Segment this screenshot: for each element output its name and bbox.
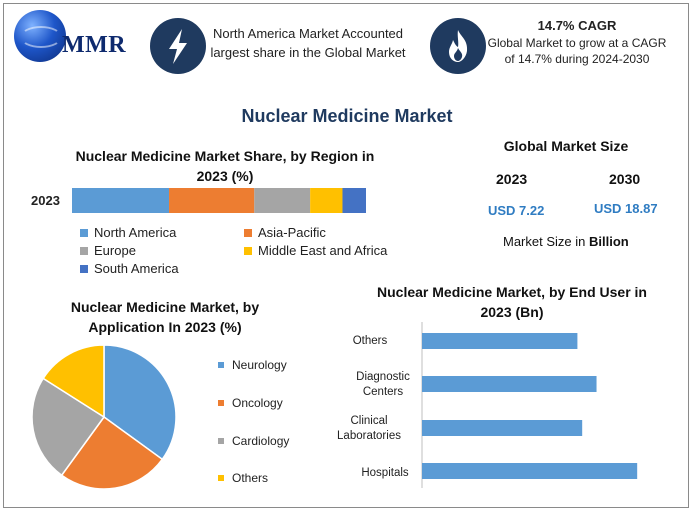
market-value-2023: USD 7.22	[488, 203, 545, 218]
category-label-hospitals: Hospitals	[361, 467, 409, 479]
infographic-frame	[3, 3, 689, 508]
legend-swatch	[244, 246, 252, 255]
category-label-diagnostic-centers: Diagnostic Centers	[356, 371, 410, 398]
legend-label: Cardiology	[232, 434, 290, 448]
category-label-clinical-laboratories: Clinical Laboratories	[337, 415, 401, 442]
region-chart-title: Nuclear Medicine Market Share, by Region…	[75, 148, 375, 184]
market-year-2030: 2030	[609, 171, 641, 187]
flame-icon	[430, 18, 486, 74]
legend-oncology: Oncology	[218, 396, 283, 410]
logo-text: MMR	[62, 32, 127, 58]
legend-others: Others	[218, 471, 268, 485]
unit-bold: Billion	[588, 234, 629, 249]
legend-label: Asia-Pacific	[258, 225, 326, 240]
legend-swatch	[80, 264, 88, 273]
legend-mea: Middle East and Africa	[244, 243, 387, 258]
legend-label: Oncology	[232, 396, 283, 410]
legend-neurology: Neurology	[218, 358, 287, 372]
pie-slice	[103, 344, 177, 461]
legend-europe: Europe	[80, 243, 136, 258]
page-title: Nuclear Medicine Market	[241, 106, 453, 126]
legend-swatch	[218, 362, 224, 368]
globe-icon	[14, 10, 66, 62]
unit-prefix: Market Size in	[503, 234, 589, 249]
legend-label: Others	[232, 471, 269, 485]
end-user-bar	[422, 376, 597, 392]
market-size-title: Global Market Size	[503, 138, 629, 154]
application-chart-title: Nuclear Medicine Market, by Application …	[70, 299, 260, 335]
legend-south-america: South America	[80, 261, 179, 276]
lightning-icon	[150, 18, 206, 74]
legend-cardiology: Cardiology	[218, 434, 289, 448]
legend-label: Middle East and Africa	[258, 243, 388, 258]
cagr-text: Global Market to grow at a CAGR of 14.7%…	[487, 36, 667, 66]
legend-swatch	[218, 400, 224, 406]
legend-swatch	[218, 438, 224, 444]
pie-slice	[60, 415, 164, 490]
legend-label: North America	[94, 225, 177, 240]
header-north-america-text: North America Market Accounted largest s…	[210, 26, 406, 60]
legend-swatch	[80, 228, 88, 237]
legend-label: South America	[94, 261, 179, 276]
region-segment	[169, 188, 255, 213]
region-year-label: 2023	[31, 193, 60, 208]
pie-slice	[42, 344, 105, 419]
market-value-2030: USD 18.87	[594, 201, 658, 216]
region-segment	[310, 188, 343, 213]
end-user-bar	[422, 333, 578, 349]
legend-asia-pacific: Asia-Pacific	[244, 225, 326, 240]
end-user-bar	[422, 463, 638, 479]
region-segment	[342, 188, 366, 213]
pie-slice	[31, 377, 106, 477]
market-size-unit: Market Size in Billion	[503, 234, 629, 249]
legend-swatch	[218, 475, 224, 481]
region-segment	[72, 188, 170, 213]
market-year-2023: 2023	[496, 171, 528, 187]
cagr-title: 14.7% CAGR	[537, 18, 617, 33]
legend-swatch	[244, 228, 252, 237]
legend-north-america: North America	[80, 225, 176, 240]
legend-label: Europe	[94, 243, 136, 258]
end-user-bar	[422, 420, 583, 436]
category-label-others: Others	[352, 335, 388, 347]
legend-label: Neurology	[232, 358, 287, 372]
region-segment	[254, 188, 311, 213]
legend-swatch	[80, 246, 88, 255]
end-user-chart-title: Nuclear Medicine Market, by End User in …	[377, 284, 647, 320]
